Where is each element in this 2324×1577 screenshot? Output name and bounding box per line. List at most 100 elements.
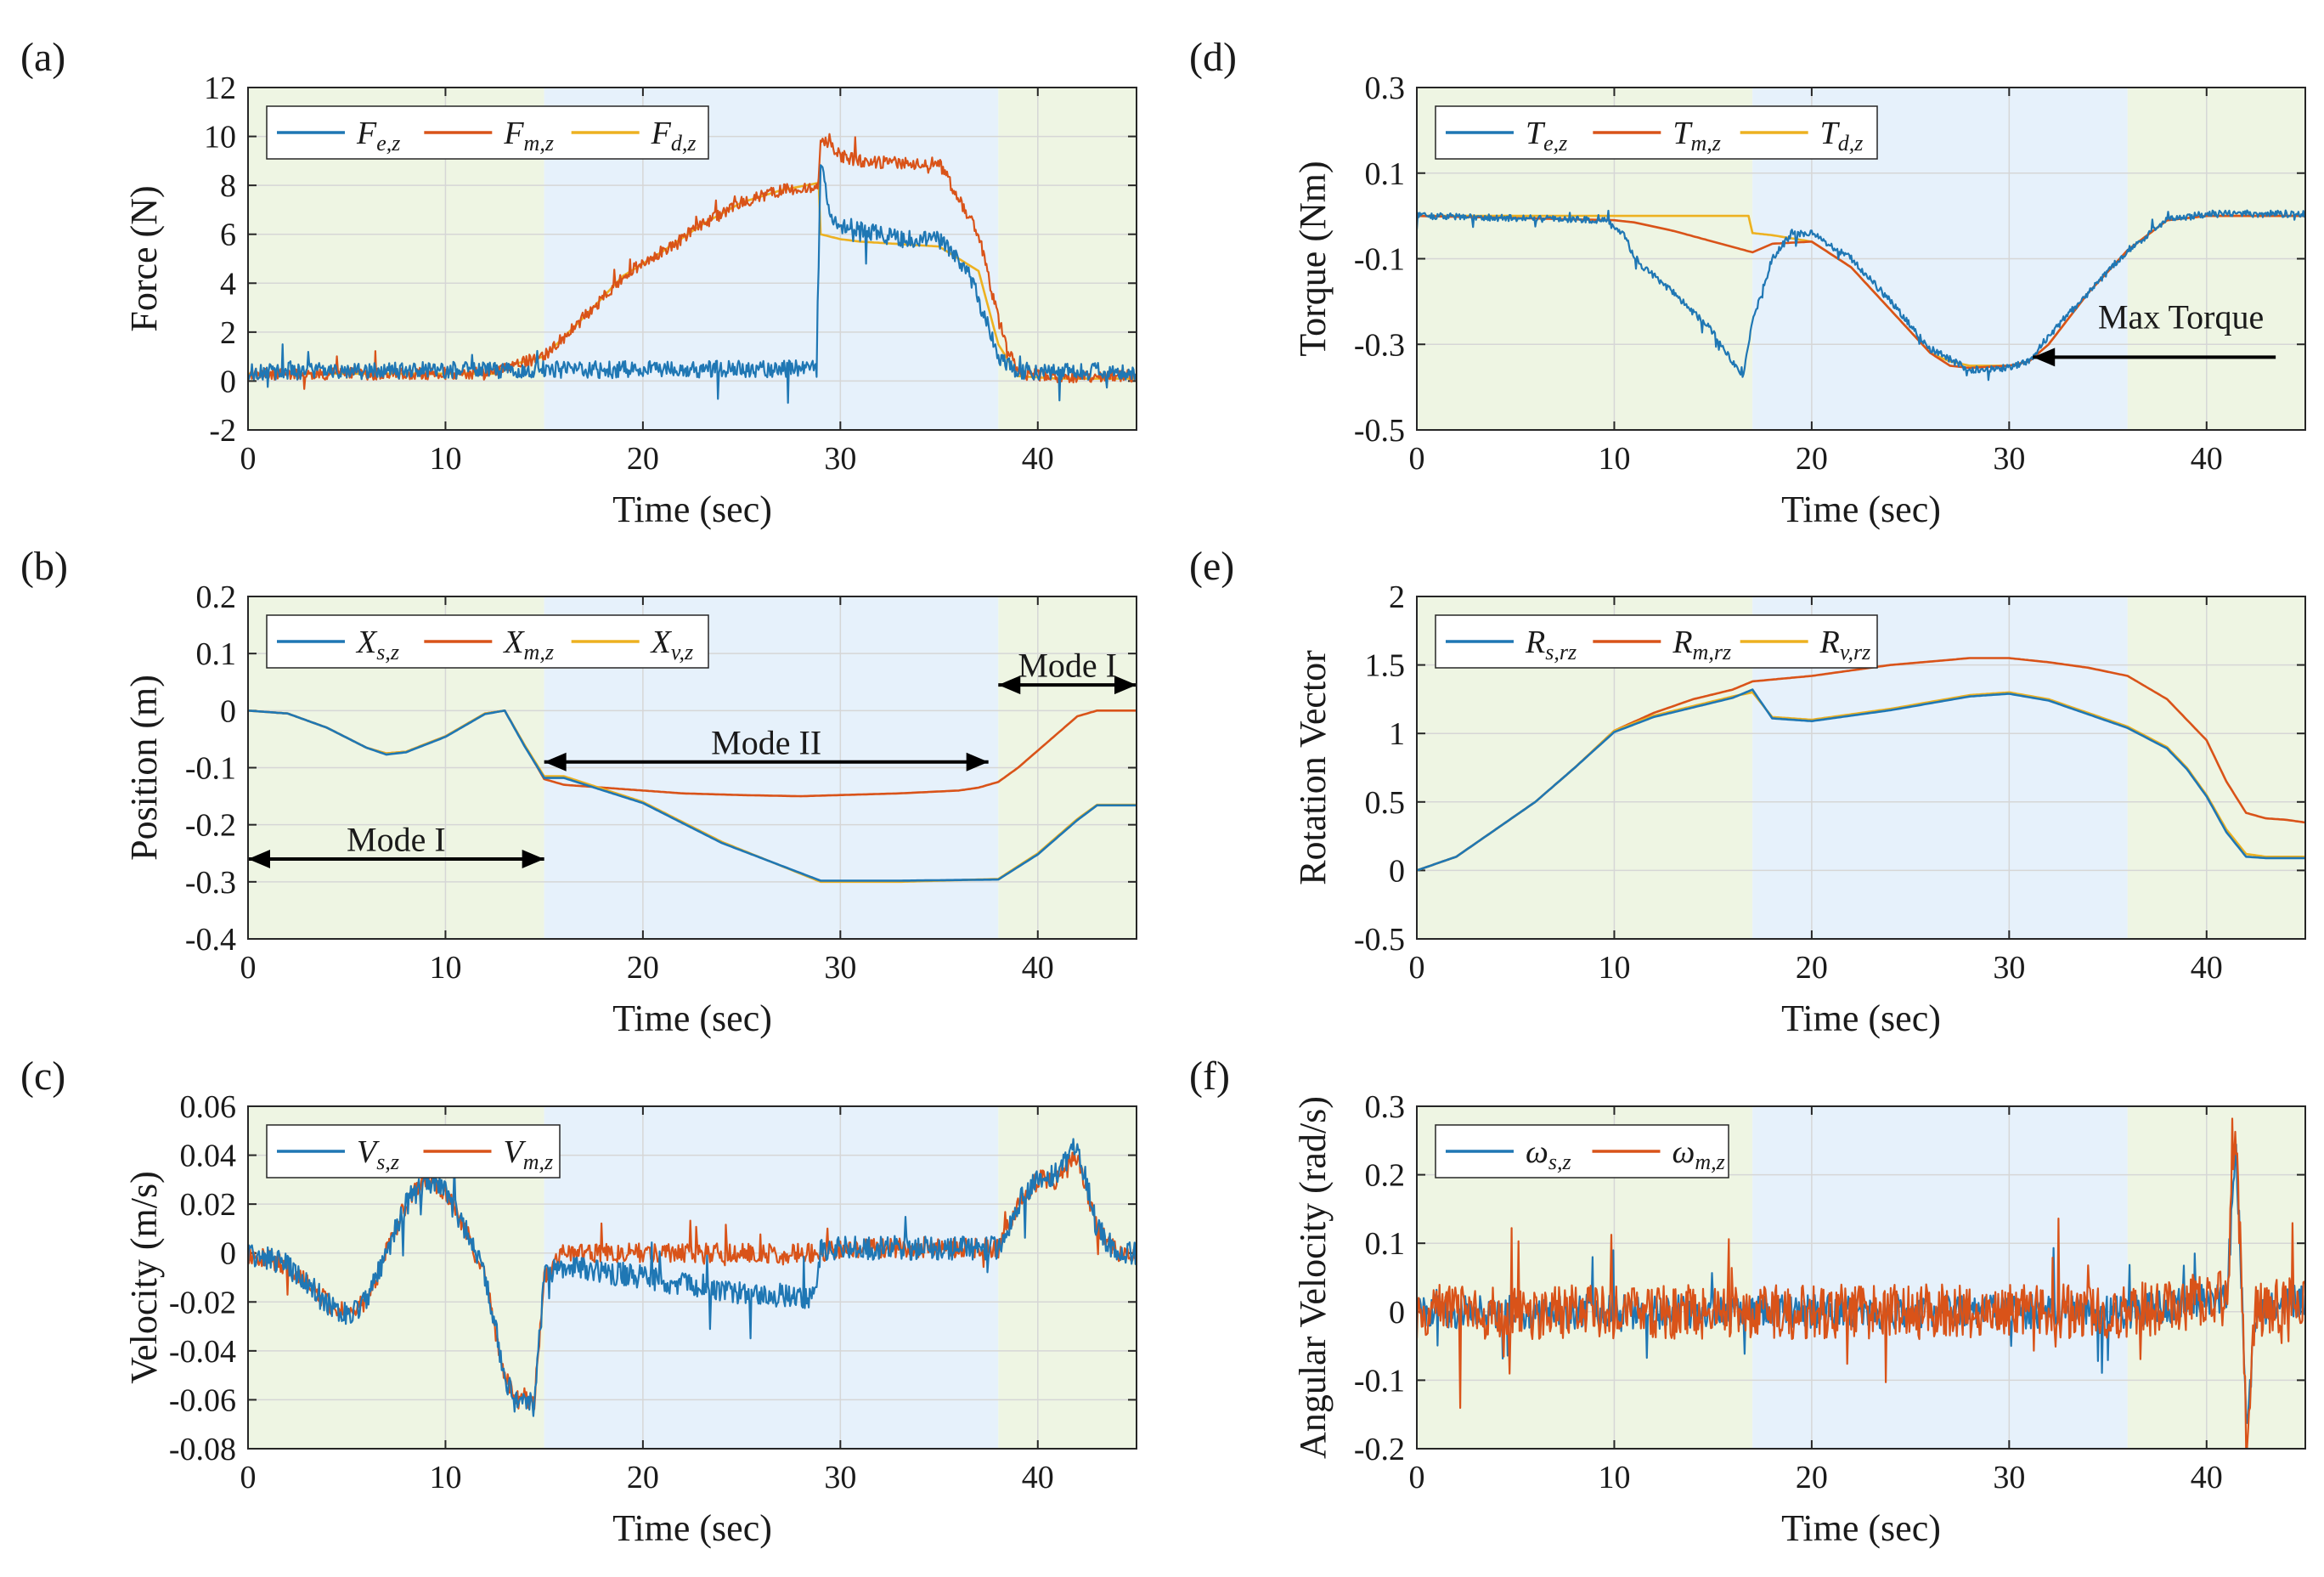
x-tick-label: 0 — [240, 950, 257, 986]
legend-entry: Fd,z — [651, 116, 697, 155]
legend-entry: Rs,rz — [1525, 625, 1577, 664]
arrowhead — [998, 675, 1021, 695]
x-tick-label: 30 — [824, 441, 856, 477]
legend-entry: Vm,z — [504, 1134, 554, 1174]
x-axis-label: Time (sec) — [612, 489, 772, 530]
y-tick-label: 1.5 — [1365, 648, 1406, 684]
plot-frame — [1416, 596, 2306, 940]
x-tick-label: 10 — [429, 441, 461, 477]
x-axis-label: Time (sec) — [612, 998, 772, 1039]
y-tick-label: 0.02 — [180, 1187, 237, 1223]
arrowhead — [2033, 348, 2056, 367]
x-tick-label: 40 — [1022, 441, 1054, 477]
arrowhead — [544, 752, 567, 772]
legend-entry: ωs,z — [1526, 1134, 1571, 1174]
panel-d: 0 10 20 30 40 -0.5 -0.3 -0.1 0.1 0.3 Max Torque Te,… — [1189, 35, 2306, 530]
annotation-label: Max Torque — [2098, 298, 2264, 336]
arrowhead — [966, 752, 989, 772]
arrowhead — [248, 849, 270, 868]
annotation-label: Mode II — [711, 723, 821, 761]
x-tick-label: 30 — [1993, 441, 2025, 477]
y-tick-label: 0 — [220, 364, 236, 399]
series-line — [248, 164, 1137, 404]
mode-i-band — [2127, 1106, 2305, 1449]
y-tick-label: 0.1 — [1365, 1226, 1406, 1262]
x-tick-label: 40 — [2191, 1460, 2223, 1495]
plot-frame — [1416, 1105, 2306, 1450]
annotation-label: Mode I — [347, 820, 446, 858]
y-axis-label: Torque (Nm) — [1292, 161, 1334, 356]
x-tick-label: 40 — [1022, 950, 1054, 986]
x-axis-label: Time (sec) — [612, 1507, 772, 1549]
legend-entry: Fm,z — [503, 116, 554, 155]
x-tick-label: 0 — [1409, 1460, 1425, 1495]
legend-entry: Xv,z — [650, 625, 693, 664]
y-tick-label: -0.2 — [185, 808, 236, 844]
x-tick-label: 10 — [429, 1460, 461, 1495]
y-tick-label: 0.06 — [180, 1089, 237, 1125]
x-tick-label: 10 — [1598, 1460, 1630, 1495]
y-tick-label: -0.02 — [169, 1285, 236, 1320]
y-tick-label: 0.1 — [1365, 156, 1406, 192]
plot-frame — [247, 596, 1137, 940]
series-line — [248, 133, 1137, 390]
plot-frame — [1416, 87, 2306, 431]
x-tick-label: 20 — [1796, 1460, 1828, 1495]
x-tick-label: 20 — [627, 1460, 659, 1495]
legend-entry: Td,z — [1820, 116, 1864, 155]
y-axis-label: Force (N) — [123, 185, 165, 331]
legend-entry: Vs,z — [357, 1134, 399, 1174]
x-tick-label: 20 — [1796, 441, 1828, 477]
x-tick-label: 0 — [240, 441, 257, 477]
x-axis-label: Time (sec) — [1781, 998, 1941, 1039]
x-tick-label: 30 — [824, 1460, 856, 1495]
series-line — [1417, 688, 2305, 872]
x-axis-label: Time (sec) — [1781, 489, 1941, 530]
x-tick-label: 20 — [627, 441, 659, 477]
panel-label: (b) — [20, 544, 68, 589]
y-tick-label: 0.3 — [1365, 71, 1406, 106]
y-tick-label: 0.2 — [1365, 1158, 1406, 1194]
mode-i-band — [2127, 596, 2305, 939]
series-line — [1417, 1117, 2305, 1449]
y-tick-label: 4 — [220, 266, 236, 302]
y-tick-label: 10 — [204, 120, 236, 155]
y-tick-label: 0.5 — [1365, 785, 1406, 821]
legend-entry: Tm,z — [1672, 116, 1721, 155]
y-tick-label: 12 — [204, 71, 236, 106]
legend-entry: Rm,rz — [1672, 625, 1731, 664]
panel-f: 0 10 20 30 40 -0.2 -0.1 0 0.1 0.2 0.3 ωs,z ωm,z Time … — [1189, 1054, 2306, 1549]
y-axis-label: Velocity (m/s) — [123, 1171, 165, 1384]
x-tick-label: 10 — [429, 950, 461, 986]
y-axis-label: Rotation Vector — [1292, 650, 1334, 885]
y-tick-label: 0 — [1389, 1295, 1405, 1331]
x-tick-label: 40 — [2191, 950, 2223, 986]
y-tick-label: -0.3 — [185, 865, 236, 901]
arrowhead — [1114, 675, 1137, 695]
y-tick-label: -0.06 — [169, 1382, 236, 1418]
y-tick-label: 0.1 — [196, 636, 237, 672]
y-tick-label: 2 — [1389, 579, 1405, 615]
y-axis-label: Angular Velocity (rad/s) — [1292, 1096, 1334, 1459]
panel-label: (f) — [1189, 1054, 1230, 1099]
x-tick-label: 0 — [240, 1460, 257, 1495]
legend-entry: Xm,z — [502, 625, 554, 664]
annotation-label: Mode I — [1018, 647, 1117, 685]
y-tick-label: 0.04 — [180, 1139, 237, 1174]
y-tick-label: 2 — [220, 315, 236, 351]
arrowhead — [522, 849, 544, 868]
x-tick-label: 0 — [1409, 441, 1425, 477]
x-tick-label: 10 — [1598, 950, 1630, 986]
y-tick-label: -0.5 — [1354, 413, 1405, 449]
legend-entry: Rv,rz — [1819, 625, 1871, 664]
y-tick-label: -0.1 — [1354, 1363, 1405, 1399]
y-tick-label: -0.2 — [1354, 1432, 1405, 1467]
y-tick-label: -0.3 — [1354, 327, 1405, 363]
legend-entry: Fe,z — [356, 116, 400, 155]
y-tick-label: -0.04 — [169, 1334, 236, 1370]
x-tick-label: 10 — [1598, 441, 1630, 477]
panel-label: (d) — [1189, 35, 1237, 80]
